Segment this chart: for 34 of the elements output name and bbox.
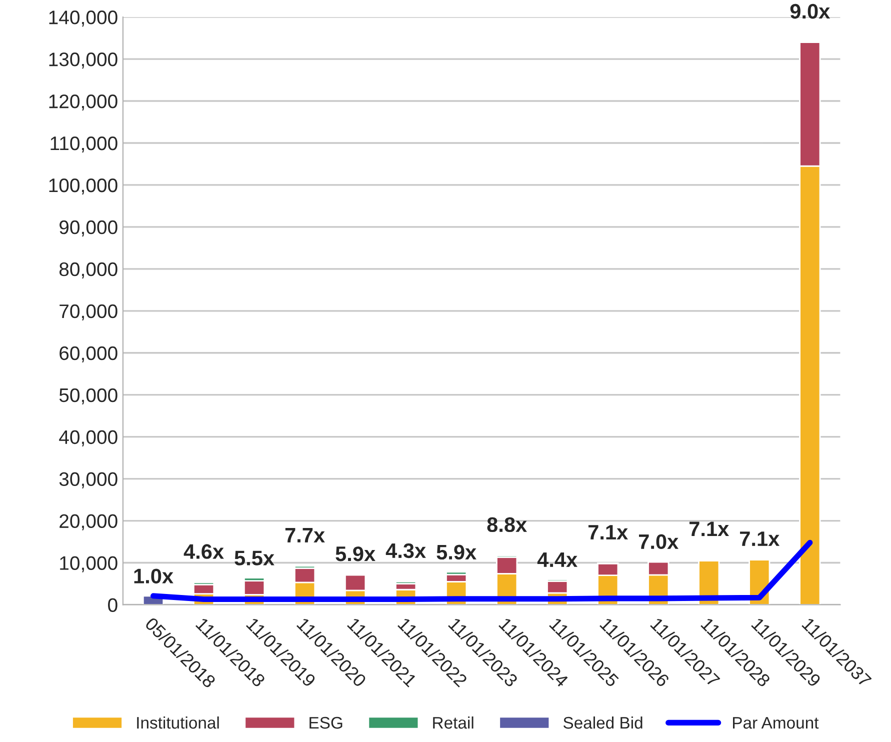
legend-label: ESG [310, 716, 342, 729]
y-tick-label: 60,000 [60, 346, 118, 362]
annotation: 7.1x [690, 522, 730, 536]
y-tick-label: 70,000 [60, 304, 118, 320]
y-tick-label: 10,000 [60, 556, 118, 572]
legend-label: Retail [433, 716, 474, 729]
annotation: 8.8x [487, 517, 527, 532]
legend-label: Sealed Bid [563, 716, 642, 729]
y-tick-label: 0 [108, 598, 118, 612]
y-tick-label: 80,000 [59, 262, 118, 278]
annotation: 7.0x [638, 534, 678, 550]
annotation: 4.3x [386, 543, 426, 558]
legend-label: Institutional [137, 716, 219, 729]
annotation: 1.0x [134, 568, 174, 584]
annotation: 7.1x [740, 532, 780, 546]
annotation: 5.9x [436, 544, 476, 560]
y-tick-label: 100,000 [49, 178, 118, 195]
annotation: 7.7x [285, 528, 325, 542]
y-tick-label: 110,000 [50, 136, 118, 153]
annotation: 9.0x [790, 4, 830, 19]
annotation: 5.9x [336, 546, 376, 562]
y-tick-label: 50,000 [59, 388, 118, 404]
y-tick-label: 90,000 [60, 220, 118, 236]
y-tick-label: 30,000 [59, 472, 118, 488]
legend-label: Par Amount [733, 717, 819, 729]
annotation: 4.6x [184, 544, 224, 559]
y-tick-label: 140,000 [49, 10, 118, 27]
y-tick-label: 120,000 [49, 94, 118, 111]
y-tick-label: 20,000 [60, 514, 118, 530]
annotation: 7.1x [588, 525, 628, 540]
y-tick-label: 40,000 [59, 430, 118, 446]
annotation: 5.5x [234, 550, 274, 566]
y-tick-label: 130,000 [49, 52, 118, 69]
annotation: 4.4x [537, 552, 578, 567]
